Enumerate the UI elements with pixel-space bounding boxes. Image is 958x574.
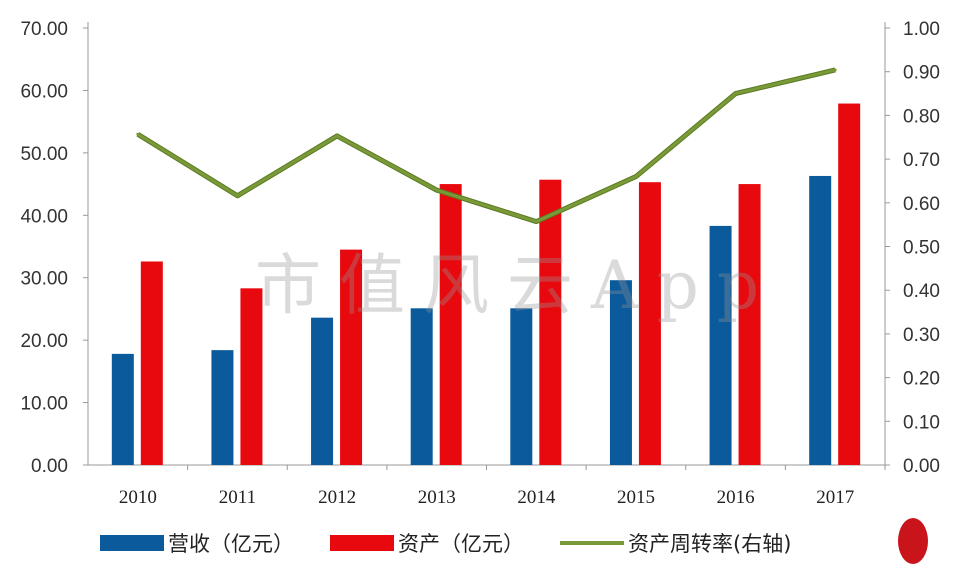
- bar-assets-2012: [340, 249, 363, 465]
- right-tick-label: 0.50: [903, 238, 940, 259]
- right-tick-label: 0.20: [903, 369, 940, 390]
- bar-revenue-2010: [111, 353, 134, 465]
- bar-revenue-2014: [510, 308, 533, 465]
- left-tick-label: 10.00: [20, 394, 68, 415]
- right-tick-label: 1.00: [903, 19, 940, 40]
- legend-label-revenue: 营收（亿元）: [168, 532, 294, 556]
- bar-assets-2011: [240, 288, 263, 465]
- left-tick-label: 70.00: [20, 19, 68, 40]
- legend-label-assets: 资产（亿元）: [398, 532, 524, 556]
- legend-swatch-assets: [330, 535, 394, 551]
- legend-item-revenue: 营收（亿元）: [100, 528, 294, 558]
- turnover-line-shadow: [136, 67, 836, 225]
- turnover-point-2010: [136, 132, 140, 136]
- legend-item-assets: 资产（亿元）: [330, 528, 524, 558]
- bar-revenue-2015: [609, 280, 632, 465]
- right-tick-label: 0.30: [903, 325, 940, 346]
- left-tick-label: 60.00: [20, 81, 68, 102]
- bar-assets-2017: [838, 103, 861, 465]
- right-tick-label: 0.80: [903, 106, 940, 127]
- right-tick-label: 0.40: [903, 281, 940, 302]
- right-tick-label: 0.60: [903, 194, 940, 215]
- turnover-point-2012: [335, 134, 339, 138]
- x-tick-label: 2016: [717, 487, 755, 508]
- bar-revenue-2013: [410, 308, 433, 465]
- turnover-point-2011: [235, 194, 239, 198]
- x-tick-label: 2014: [517, 487, 556, 508]
- x-tick-label: 2017: [816, 487, 854, 508]
- legend-swatch-revenue: [100, 535, 164, 551]
- x-tick-label: 2012: [318, 487, 356, 508]
- bar-revenue-2017: [809, 175, 832, 465]
- left-tick-label: 40.00: [20, 206, 68, 227]
- left-tick-label: 20.00: [20, 331, 68, 352]
- legend-item-turnover: 资产周转率(右轴): [560, 528, 791, 558]
- seal-logo: [898, 518, 928, 564]
- x-tick-label: 2010: [119, 487, 157, 508]
- x-tick-label: 2015: [617, 487, 655, 508]
- bar-revenue-2012: [311, 317, 334, 465]
- legend-label-turnover: 资产周转率(右轴): [628, 532, 792, 556]
- left-tick-label: 50.00: [20, 144, 68, 165]
- left-tick-label: 30.00: [20, 269, 68, 290]
- bar-assets-2013: [439, 184, 462, 466]
- x-tick-label: 2013: [418, 487, 456, 508]
- right-tick-label: 0.90: [903, 63, 940, 84]
- bar-assets-2014: [539, 179, 562, 466]
- legend: 营收（亿元） 资产（亿元） 资产周转率(右轴): [100, 528, 827, 558]
- turnover-line: [137, 68, 836, 224]
- bar-revenue-2011: [211, 350, 234, 465]
- watermark: 市值风云App: [255, 247, 778, 324]
- bar-assets-2010: [140, 261, 163, 465]
- right-tick-label: 0.70: [903, 150, 940, 171]
- turnover-point-2014: [534, 220, 538, 224]
- legend-swatch-turnover: [560, 541, 624, 545]
- bar-assets-2015: [638, 182, 661, 465]
- right-tick-label: 0.10: [903, 412, 940, 433]
- bar-assets-2016: [738, 184, 761, 466]
- turnover-point-2017: [833, 68, 837, 72]
- x-tick-label: 2011: [219, 487, 256, 508]
- turnover-point-2013: [435, 188, 439, 192]
- turnover-point-2016: [734, 92, 738, 96]
- bar-revenue-2016: [709, 225, 732, 465]
- turnover-point-2015: [634, 175, 638, 179]
- left-tick-label: 0.00: [31, 456, 68, 477]
- right-tick-label: 0.00: [903, 456, 940, 477]
